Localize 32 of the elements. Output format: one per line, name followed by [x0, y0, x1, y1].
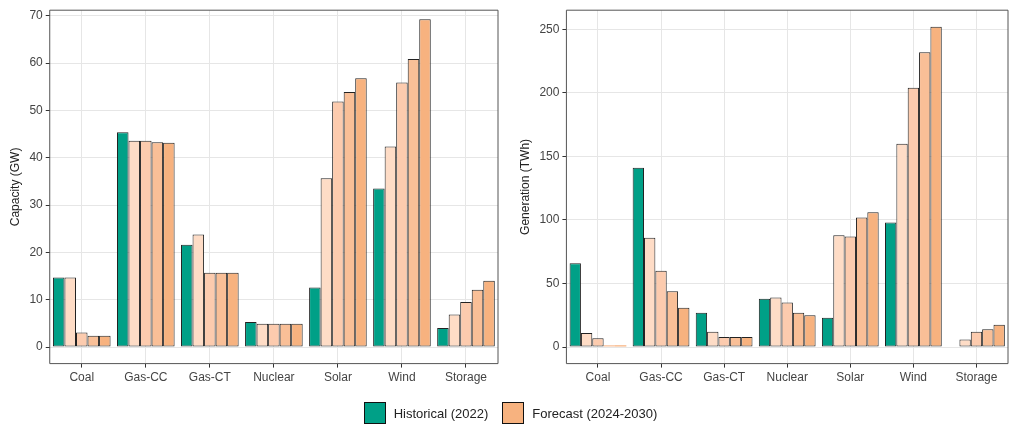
y-tick-label: 30	[29, 197, 44, 212]
legend-label: Forecast (2024-2030)	[532, 405, 658, 421]
x-tick-label: Coal	[585, 370, 611, 385]
y-tick-label: 0	[552, 339, 560, 354]
x-tick-label: Nuclear	[766, 370, 808, 385]
y-axis-title: Generation (TWh)	[517, 138, 532, 235]
y-tick-label: 250	[539, 21, 560, 36]
y-tick-label: 20	[29, 244, 44, 259]
x-tick-label: Gas-CT	[703, 370, 746, 385]
y-tick-label: 200	[539, 85, 560, 100]
y-tick-label: 60	[29, 55, 44, 70]
x-tick-label: Coal	[69, 370, 95, 385]
y-tick-label: 0	[36, 339, 44, 354]
y-tick-label: 50	[29, 102, 44, 117]
y-tick-label: 40	[29, 150, 44, 165]
x-tick-label: Gas-CT	[188, 370, 232, 385]
x-tick-label: Storage	[444, 370, 488, 385]
legend-label: Historical (2022)	[393, 405, 489, 421]
x-tick-label: Gas-CC	[639, 370, 684, 385]
x-tick-label: Solar	[836, 370, 865, 385]
y-tick-label: 50	[546, 275, 560, 290]
y-tick-label: 100	[539, 212, 560, 227]
x-tick-label: Solar	[323, 370, 352, 385]
y-tick-label: 70	[29, 8, 44, 23]
x-tick-label: Wind	[899, 370, 928, 385]
x-tick-label: Wind	[388, 370, 416, 385]
x-tick-label: Storage	[955, 370, 998, 385]
y-tick-label: 10	[29, 292, 44, 307]
y-tick-label: 150	[539, 148, 560, 163]
y-axis-title: Capacity (GW)	[7, 147, 22, 227]
x-tick-label: Nuclear	[253, 370, 295, 385]
x-tick-label: Gas-CC	[124, 370, 168, 385]
